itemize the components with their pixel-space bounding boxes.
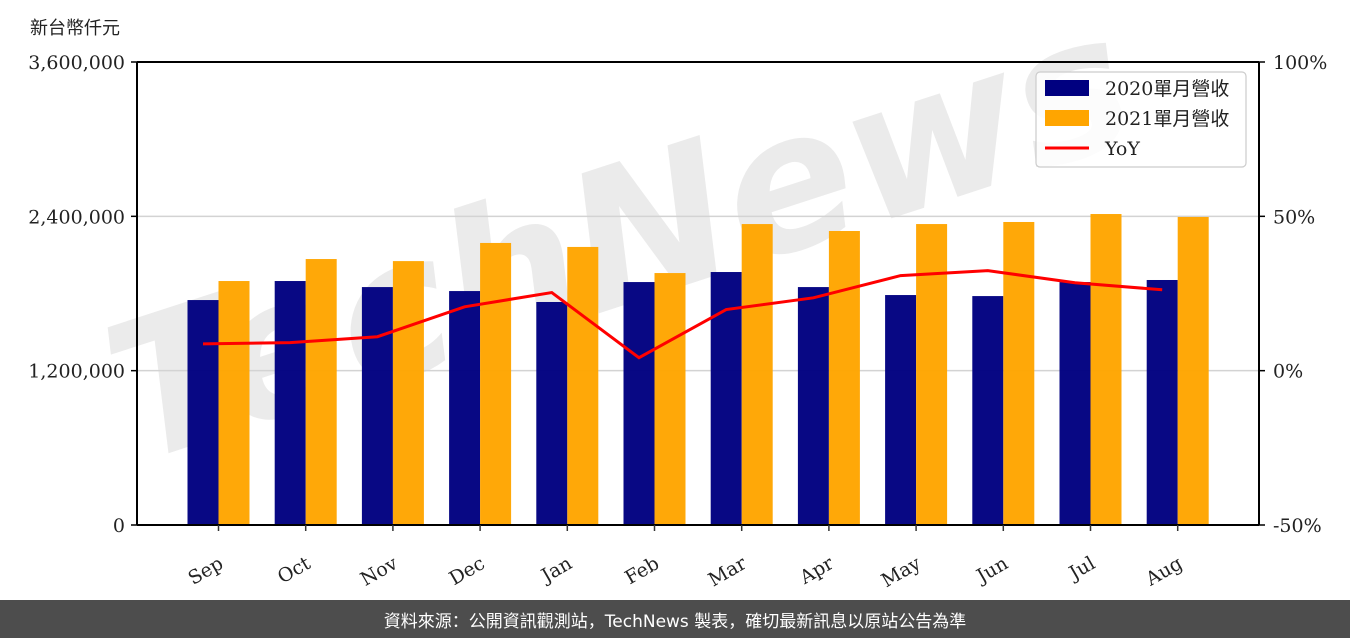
yoy-line <box>202 269 1163 360</box>
bar-2021 <box>567 246 599 525</box>
bar-2021 <box>305 259 337 525</box>
bar-2021 <box>916 224 948 526</box>
bar-2020 <box>1146 279 1178 525</box>
y2-tick-label: 0% <box>1273 361 1303 383</box>
bar-2020 <box>187 300 219 525</box>
x-tick-label: Jun <box>971 552 1012 588</box>
x-tick-label: Dec <box>445 552 488 590</box>
bar-2020 <box>449 291 481 525</box>
x-tick-label: Sep <box>184 552 227 589</box>
x-tick-label: Aug <box>1141 552 1186 591</box>
bar-2021 <box>1090 214 1122 526</box>
bar-2021 <box>480 242 512 526</box>
legend: 2020單月營收 2021單月營收 YoY <box>1035 71 1247 168</box>
x-tick-label: Nov <box>357 552 402 591</box>
bar-2020 <box>274 281 306 525</box>
x-tick-label: Jul <box>1064 552 1099 585</box>
legend-label: YoY <box>1104 138 1140 160</box>
x-tick-label: Jan <box>536 552 576 588</box>
bar-2020 <box>972 296 1004 525</box>
y-axis-unit-label: 新台幣仟元 <box>30 18 120 39</box>
bar-2021 <box>741 224 773 526</box>
bar-2021 <box>392 261 424 525</box>
x-tick-label: May <box>878 552 925 592</box>
bar-2020 <box>536 301 568 525</box>
source-footer: 資料來源：公開資訊觀測站，TechNews 製表，確切最新訊息以原站公告為準 <box>0 600 1350 638</box>
x-tick-label: Apr <box>795 552 838 589</box>
bar-2021 <box>1177 216 1209 526</box>
revenue-chart: TechNews01,200,0002,400,0003,600,000-50%… <box>28 0 1327 592</box>
y2-tick-label: -50% <box>1273 515 1322 537</box>
legend-label: 2021單月營收 <box>1105 108 1229 130</box>
x-tick-label: Feb <box>621 552 663 589</box>
x-tick-label: Oct <box>274 552 315 588</box>
legend-swatch <box>1045 80 1089 96</box>
y2-tick-label: 50% <box>1273 206 1315 228</box>
y-tick-label: 0 <box>113 515 125 537</box>
bar-2020 <box>797 287 829 525</box>
bar-2021 <box>1003 221 1035 525</box>
bar-2020 <box>361 287 393 525</box>
y2-tick-label: 100% <box>1273 52 1327 74</box>
bar-2020 <box>623 282 655 525</box>
legend-label: 2020單月營收 <box>1105 78 1229 100</box>
bar-2021 <box>654 273 686 525</box>
x-tick-label: Mar <box>705 552 751 591</box>
bar-2020 <box>885 295 917 525</box>
legend-swatch <box>1045 110 1089 126</box>
bar-2021 <box>218 281 250 525</box>
y-tick-label: 3,600,000 <box>28 52 125 74</box>
y-tick-label: 1,200,000 <box>28 361 125 383</box>
bar-2020 <box>1059 282 1091 525</box>
bar-2021 <box>828 230 860 525</box>
y-tick-label: 2,400,000 <box>28 206 125 228</box>
